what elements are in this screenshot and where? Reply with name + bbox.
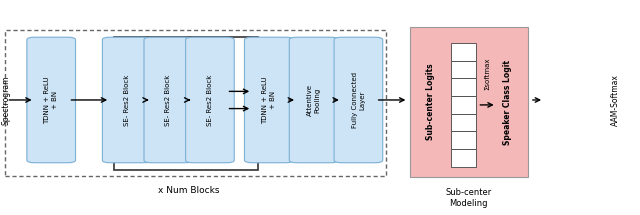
Bar <box>114 37 258 170</box>
Bar <box>410 27 528 177</box>
Text: AAM-Softmax: AAM-Softmax <box>611 74 620 126</box>
FancyBboxPatch shape <box>334 37 383 163</box>
FancyBboxPatch shape <box>102 37 151 163</box>
Text: SE- Res2 Block: SE- Res2 Block <box>124 74 130 126</box>
FancyBboxPatch shape <box>186 37 234 163</box>
Text: SE- Res2 Block: SE- Res2 Block <box>165 74 172 126</box>
Text: Sub-center Logits: Sub-center Logits <box>426 64 435 140</box>
Bar <box>451 61 476 78</box>
Text: Σsoftmax: Σsoftmax <box>484 58 490 90</box>
Text: Spectrogram: Spectrogram <box>2 75 11 125</box>
Text: x Num Blocks: x Num Blocks <box>158 186 220 195</box>
Bar <box>451 43 476 61</box>
Bar <box>451 96 476 114</box>
Text: Fully Connected
Layer: Fully Connected Layer <box>351 72 365 128</box>
Bar <box>451 149 476 167</box>
Text: Sub-center
Modeling: Sub-center Modeling <box>445 188 492 207</box>
Text: Attentive
Pooling: Attentive Pooling <box>307 84 321 116</box>
FancyBboxPatch shape <box>27 37 76 163</box>
Text: TDNN + ReLU
+ BN: TDNN + ReLU + BN <box>44 76 58 124</box>
FancyBboxPatch shape <box>289 37 338 163</box>
Text: TDNN + ReLU
+ BN: TDNN + ReLU + BN <box>262 76 276 124</box>
Bar <box>451 114 476 131</box>
Bar <box>451 131 476 149</box>
FancyBboxPatch shape <box>144 37 193 163</box>
Bar <box>5 30 386 176</box>
Text: Speaker Class Logit: Speaker Class Logit <box>503 60 512 145</box>
Bar <box>451 78 476 96</box>
Text: SE- Res2 Block: SE- Res2 Block <box>207 74 213 126</box>
FancyBboxPatch shape <box>244 37 293 163</box>
